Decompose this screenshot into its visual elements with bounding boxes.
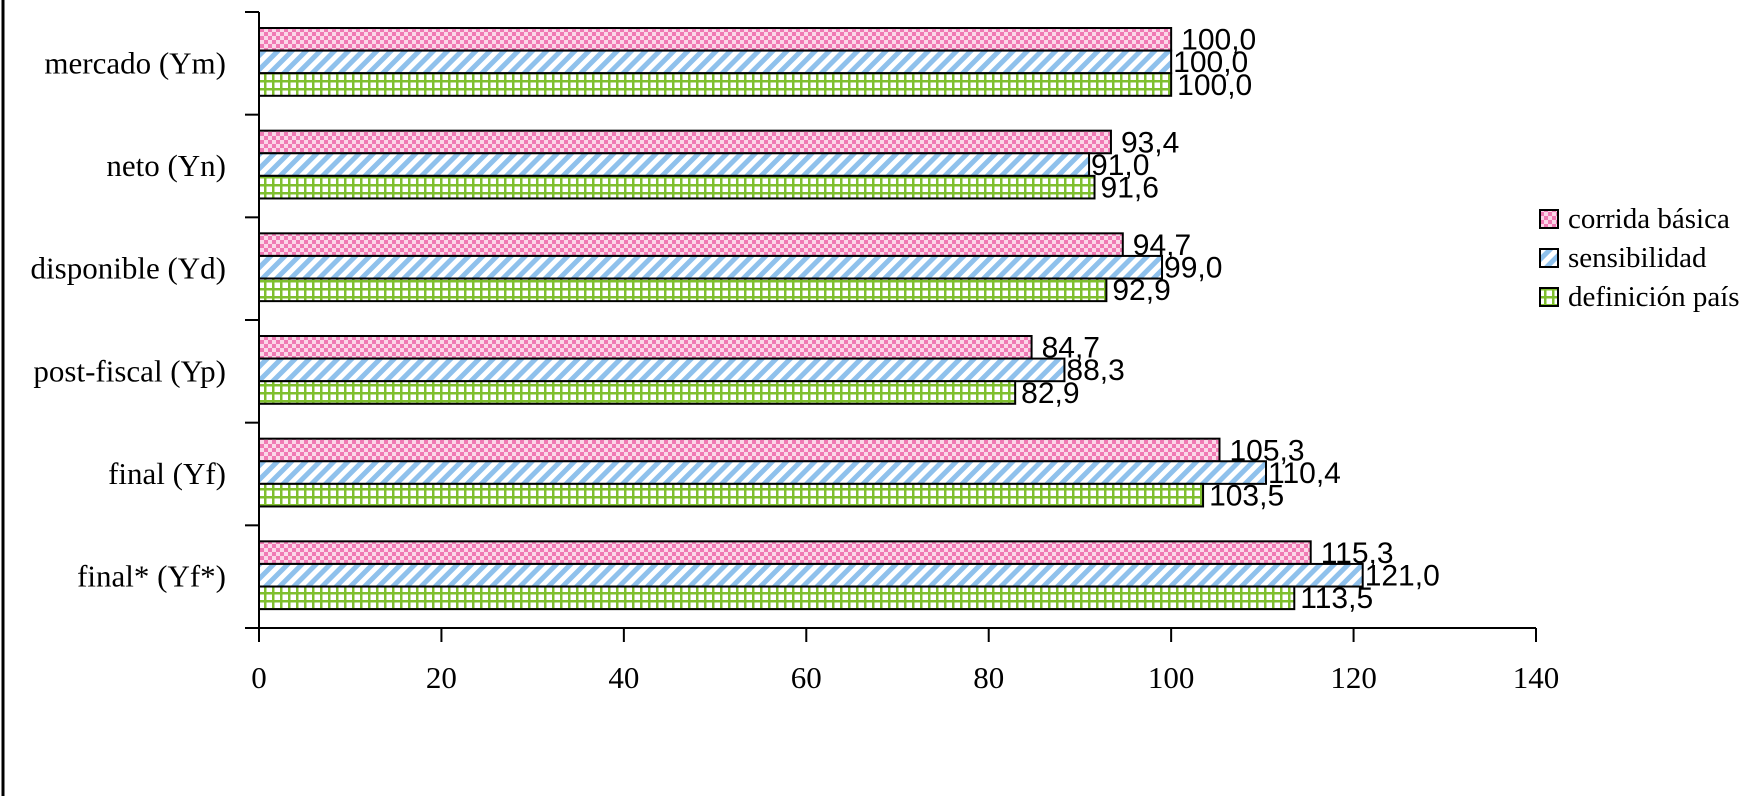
bar-corrida-basica [258,27,1173,52]
x-tick-label: 20 [426,660,457,695]
bar-definicion-pais [258,585,1296,611]
legend-swatch [1539,248,1559,268]
bar-value-label: 121,0 [1365,560,1440,593]
bar-corrida-basica [258,335,1033,360]
legend-label: definición país [1568,281,1740,313]
bar-value-label: 100,0 [1181,24,1256,57]
bar-corrida-basica [258,232,1124,257]
x-tick-label: 120 [1330,660,1377,695]
bar-definicion-pais [258,277,1108,303]
bar-value-label: 99,0 [1164,252,1222,285]
bar-value-label: 110,4 [1268,457,1341,490]
legend: corrida básica sensibilidad definición paí… [1539,203,1740,313]
bar-value-label: 93,4 [1121,126,1179,159]
bar-corrida-basica [258,540,1312,565]
bar-value-label: 91,0 [1091,149,1149,182]
legend-label: corrida básica [1568,203,1730,235]
x-tick-label: 80 [973,660,1004,695]
bar-value-label: 88,3 [1066,354,1124,387]
bar-definicion-pais [258,482,1205,508]
bar-value-label: 82,9 [1021,377,1079,410]
bar-sensibilidad [258,49,1173,75]
bar-definicion-pais [258,72,1173,97]
bar-sensibilidad [258,460,1268,485]
x-tick-label: 140 [1513,660,1560,695]
category-label: neto (Yn) [106,148,226,183]
legend-swatch [1539,209,1559,229]
category-label: post-fiscal (Yp) [33,353,226,388]
x-tick-label: 100 [1148,660,1195,695]
bar-value-label: 92,9 [1112,274,1170,307]
bar-corrida-basica [258,129,1112,155]
bar-value-label: 91,6 [1101,171,1159,204]
bar-value-label: 103,5 [1209,479,1284,512]
category-label: disponible (Yd) [31,251,226,286]
category-label: final (Yf) [108,456,226,491]
bar-definicion-pais [258,174,1096,200]
bar-value-label: 100,0 [1173,46,1248,79]
legend-label: sensibilidad [1568,242,1707,274]
bar-sensibilidad [258,152,1091,177]
legend-swatch [1539,287,1559,307]
x-tick-label: 60 [791,660,822,695]
bar-corrida-basica [258,437,1221,463]
x-tick-label: 40 [608,660,639,695]
bar-sensibilidad [258,254,1164,280]
category-label: mercado (Ym) [44,45,226,80]
x-tick-label: 0 [251,660,267,695]
bar-definicion-pais [258,380,1017,405]
bar-sensibilidad [258,357,1066,383]
category-label: final* (Yf*) [77,559,226,594]
plot-area: 0 20 40 60 80 100 120 140 mercado (Ym) neto (Yn) d… [31,11,1560,695]
bar-value-label: 100,0 [1177,69,1252,102]
bar-value-label: 113,5 [1300,582,1373,615]
bar-sensibilidad [258,562,1364,588]
